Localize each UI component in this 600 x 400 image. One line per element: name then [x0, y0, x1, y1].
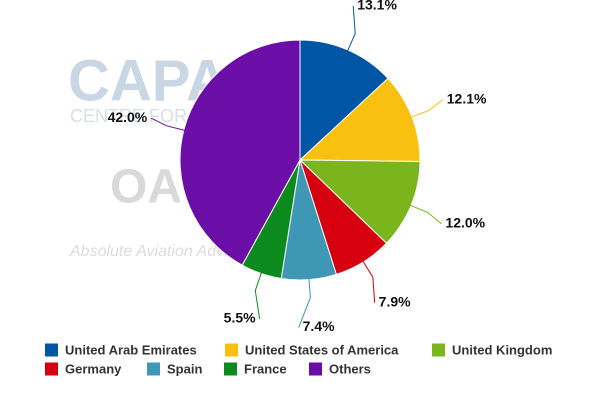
- legend-swatch: [224, 362, 237, 376]
- legend-label: Spain: [167, 361, 202, 376]
- legend-swatch: [147, 362, 160, 376]
- leader-line: [360, 258, 376, 303]
- data-label: 12.1%: [447, 90, 487, 106]
- legend-swatch: [45, 362, 58, 376]
- data-label: 5.5%: [224, 310, 256, 326]
- leader-line: [151, 117, 188, 132]
- legend-swatch: [432, 343, 445, 357]
- legend-label: United States of America: [245, 342, 399, 357]
- legend-swatch: [45, 343, 58, 357]
- legend-label: Others: [329, 361, 371, 376]
- data-label: 7.9%: [379, 293, 411, 309]
- legend-swatch: [309, 362, 322, 376]
- legend-label: France: [244, 361, 287, 376]
- leader-line: [408, 99, 444, 119]
- legend-label: Germany: [65, 361, 122, 376]
- leader-line: [345, 5, 356, 54]
- data-label: 7.4%: [303, 318, 335, 334]
- data-label: 12.0%: [445, 215, 485, 231]
- data-label: 13.1%: [357, 0, 397, 13]
- leader-line: [254, 269, 263, 320]
- data-label: 42.0%: [108, 109, 148, 125]
- legend-label: United Kingdom: [452, 342, 552, 357]
- legend-label: United Arab Emirates: [65, 342, 197, 357]
- leader-line: [407, 203, 442, 225]
- legend-swatch: [225, 343, 238, 357]
- leader-line: [298, 275, 311, 328]
